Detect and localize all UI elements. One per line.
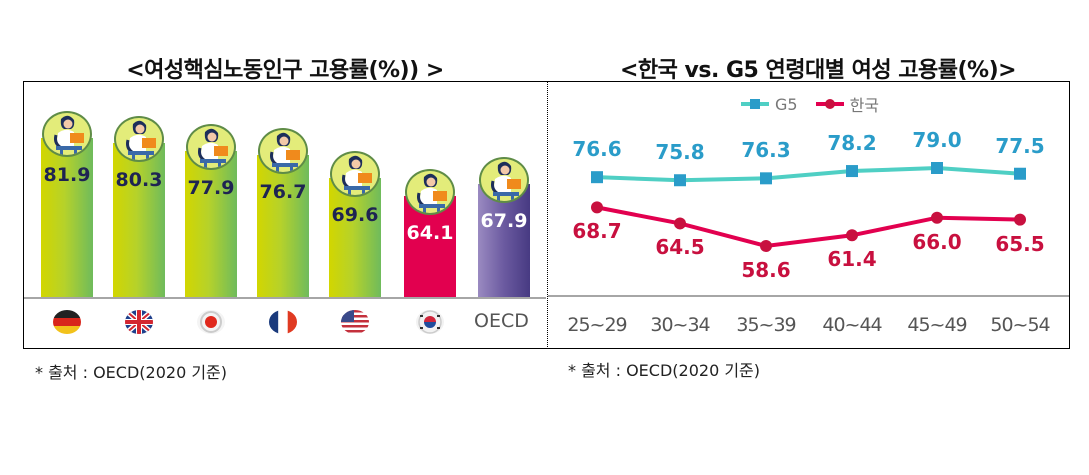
korea-value-label: 65.5 [995, 231, 1045, 256]
g5-value-label: 75.8 [655, 140, 705, 165]
korea-value-label: 61.4 [827, 247, 877, 272]
g5-line [596, 165, 1021, 183]
x-axis-tick-label: 45~49 [907, 314, 967, 336]
bar-value-label: 77.9 [187, 177, 235, 200]
x-axis-tick-label: 30~34 [650, 314, 710, 336]
japan-flag-icon [197, 310, 225, 334]
g5-value-label: 79.0 [912, 128, 962, 152]
woman-laptop-icon [186, 124, 236, 171]
korea-value-label: 66.0 [912, 229, 962, 254]
woman-laptop-icon [114, 116, 164, 163]
usa-flag-icon [341, 310, 369, 334]
left-source-note: * 출처 : OECD(2020 기준) [35, 363, 228, 382]
korea-marker [931, 211, 943, 224]
korea-marker [674, 217, 686, 230]
line-chart-plot [591, 162, 1026, 252]
x-axis-tick-label: 50~54 [990, 314, 1050, 336]
g5-marker [674, 174, 686, 187]
g5-marker [846, 165, 858, 178]
panel-divider [547, 81, 548, 349]
bar-value-label: 76.7 [259, 180, 307, 203]
korea-value-label: 58.6 [741, 258, 791, 282]
bar-japan [185, 151, 237, 297]
bar-value-label: 69.6 [331, 204, 379, 227]
line-chart-legend: G5 한국 [741, 92, 879, 116]
woman-laptop-icon [330, 151, 380, 198]
line-chart-baseline [548, 295, 1069, 297]
bar-united-kingdom [113, 143, 165, 297]
korea-marker [760, 240, 772, 252]
bar-chart-baseline [24, 297, 546, 299]
korea-value-label: 64.5 [655, 235, 705, 260]
uk-flag-icon [125, 310, 153, 334]
bar-value-label: 67.9 [480, 209, 528, 232]
right-chart-title: <한국 vs. G5 연령대별 여성 고용률(%)> [619, 58, 1017, 83]
oecd-label: OECD [474, 310, 529, 332]
germany-flag-icon [53, 310, 81, 334]
g5-marker [591, 171, 603, 184]
x-axis-tick-label: 35~39 [736, 314, 796, 336]
g5-value-label: 78.2 [827, 131, 877, 156]
g5-value-label: 76.6 [572, 137, 622, 162]
woman-laptop-icon [405, 169, 455, 215]
korea-marker [1014, 213, 1026, 226]
korea-marker [846, 229, 858, 242]
bar-value-label: 81.9 [43, 164, 91, 186]
charts-frame [23, 81, 1070, 349]
korea-value-label: 68.7 [572, 219, 622, 244]
korea-legend-label: 한국 [849, 96, 880, 115]
woman-laptop-icon [479, 156, 529, 203]
woman-laptop-icon [258, 127, 308, 174]
left-chart-title: <여성핵심노동인구 고용률(%)) > [126, 58, 444, 83]
korea-flag-icon [416, 310, 444, 334]
g5-value-label: 76.3 [741, 138, 791, 163]
bar-value-label: 64.1 [406, 222, 454, 244]
france-flag-icon [269, 310, 297, 334]
g5-legend-label: G5 [775, 94, 798, 114]
x-axis-tick-label: 40~44 [822, 314, 882, 336]
bar-germany [41, 138, 93, 297]
g5-marker [1014, 167, 1026, 180]
right-source-note: * 출처 : OECD(2020 기준) [568, 361, 761, 380]
bar-france [257, 154, 309, 297]
g5-legend-icon [741, 95, 769, 114]
korea-marker [591, 201, 603, 214]
x-axis-tick-label: 25~29 [567, 314, 627, 336]
bar-value-label: 80.3 [115, 169, 163, 192]
korea-legend-icon [815, 95, 844, 114]
woman-laptop-icon [42, 111, 92, 157]
korea-line [596, 205, 1021, 249]
bar-united-states [329, 178, 381, 297]
g5-value-label: 77.5 [995, 133, 1045, 158]
g5-marker [931, 162, 943, 174]
g5-marker [760, 172, 772, 185]
